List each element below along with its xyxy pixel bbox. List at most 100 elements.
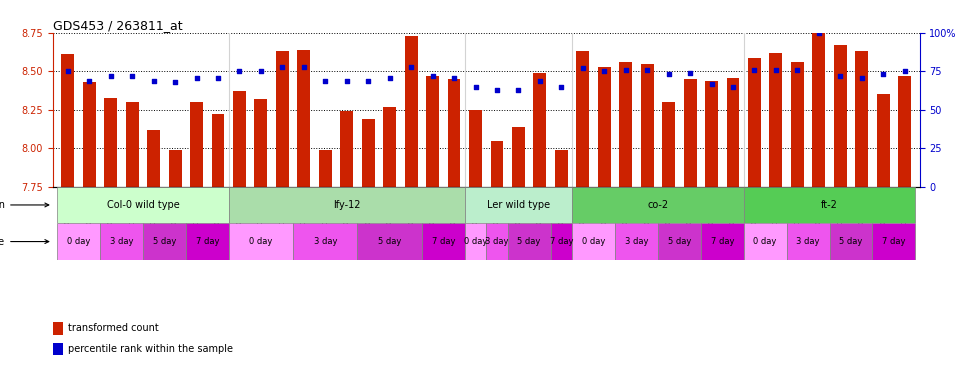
Point (297, 64, 312, 70)
Bar (57, 223, 100, 260)
Bar (508, 223, 551, 260)
Bar (640, 64, 654, 187)
Text: 0 day: 0 day (67, 237, 90, 246)
Text: Col-0 wild type: Col-0 wild type (107, 200, 180, 210)
Bar (421, 223, 465, 260)
Text: 0 day: 0 day (464, 237, 487, 246)
Bar (791, 62, 804, 187)
Bar (744, 223, 786, 260)
Bar (357, 223, 421, 260)
Point (60, 68, 76, 74)
Text: ft-2: ft-2 (821, 200, 838, 210)
Bar (534, 73, 546, 187)
Bar (383, 107, 396, 187)
Bar (53, 343, 63, 355)
Bar (61, 55, 74, 187)
Bar (855, 51, 868, 187)
Text: 7 day: 7 day (432, 237, 455, 246)
Bar (555, 150, 567, 187)
Text: 0 day: 0 day (754, 237, 777, 246)
Text: 5 day: 5 day (378, 237, 401, 246)
Point (82, 78, 97, 83)
Bar (834, 45, 847, 187)
Text: transformed count: transformed count (68, 324, 159, 333)
Bar (147, 130, 160, 187)
Point (660, 71, 676, 77)
Point (339, 78, 354, 83)
Point (490, 87, 505, 93)
Bar (744, 187, 916, 223)
Bar (186, 223, 228, 260)
Text: 0 day: 0 day (250, 237, 273, 246)
Bar (491, 141, 503, 187)
Bar (447, 79, 461, 187)
Bar (727, 78, 739, 187)
Bar (100, 223, 143, 260)
Bar (512, 127, 525, 187)
Bar (829, 223, 873, 260)
Text: 5 day: 5 day (517, 237, 540, 246)
Bar (143, 223, 186, 260)
Bar (276, 51, 289, 187)
Point (618, 67, 634, 73)
Text: 7 day: 7 day (882, 237, 905, 246)
Point (532, 78, 547, 83)
Point (747, 67, 762, 73)
Point (768, 67, 783, 73)
Bar (701, 223, 744, 260)
Point (125, 73, 140, 79)
Text: 5 day: 5 day (153, 237, 176, 246)
Point (318, 78, 333, 83)
Bar (298, 50, 310, 187)
Bar (662, 102, 675, 187)
Bar (873, 223, 916, 260)
Point (425, 73, 441, 79)
Point (511, 87, 526, 93)
Bar (572, 187, 744, 223)
Bar (770, 53, 782, 187)
Point (726, 84, 741, 90)
Text: percentile rank within the sample: percentile rank within the sample (68, 344, 233, 354)
Text: GDS453 / 263811_at: GDS453 / 263811_at (53, 19, 182, 32)
Text: 5 day: 5 day (667, 237, 691, 246)
Bar (362, 119, 374, 187)
Bar (53, 322, 63, 335)
Point (575, 66, 590, 71)
Point (897, 68, 912, 74)
Bar (341, 111, 353, 187)
Bar (551, 223, 572, 260)
Bar (572, 223, 615, 260)
Bar (293, 223, 357, 260)
Point (639, 67, 655, 73)
Bar (465, 187, 572, 223)
Point (275, 64, 290, 70)
Bar (254, 99, 268, 187)
Bar (169, 150, 181, 187)
Point (704, 81, 719, 87)
Bar (684, 79, 697, 187)
Text: 3 day: 3 day (314, 237, 337, 246)
Bar (598, 67, 611, 187)
Bar (619, 62, 632, 187)
Point (361, 78, 376, 83)
Bar (405, 36, 418, 187)
Point (253, 68, 269, 74)
Point (103, 73, 118, 79)
Point (554, 84, 569, 90)
Text: 3 day: 3 day (625, 237, 648, 246)
Point (189, 75, 204, 81)
Bar (615, 223, 658, 260)
Bar (228, 187, 465, 223)
Text: co-2: co-2 (647, 200, 668, 210)
Point (210, 75, 226, 81)
Bar (57, 187, 228, 223)
Bar (486, 223, 508, 260)
Bar (658, 223, 701, 260)
Text: time: time (0, 236, 49, 247)
Bar (105, 97, 117, 187)
Bar (319, 150, 332, 187)
Point (231, 68, 247, 74)
Bar (228, 223, 293, 260)
Point (683, 70, 698, 76)
Bar (876, 94, 890, 187)
